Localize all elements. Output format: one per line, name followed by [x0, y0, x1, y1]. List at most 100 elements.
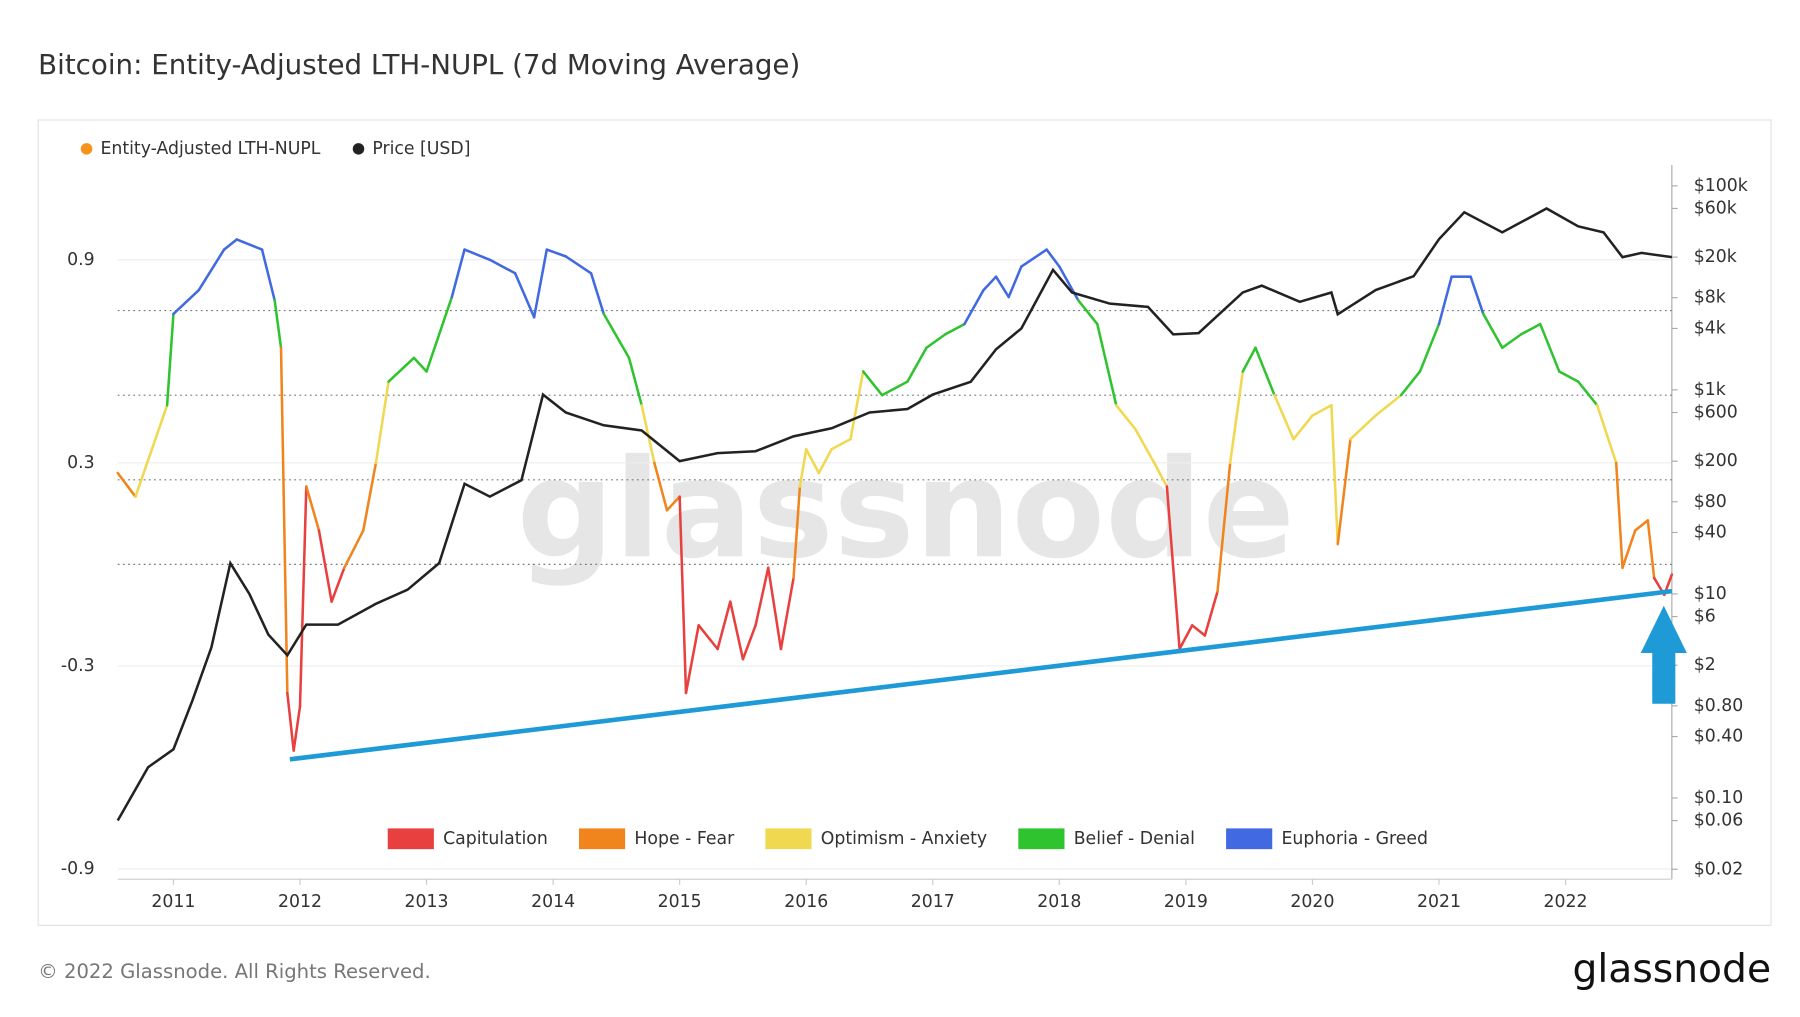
nupl-segment: [463, 248, 492, 262]
nupl-segment: [374, 380, 390, 465]
legend-dot: [352, 143, 365, 155]
chart-frame: [37, 119, 1772, 926]
price-line: [116, 207, 1673, 822]
y2-tick-label: $80: [1694, 492, 1727, 512]
nupl-segment: [450, 248, 466, 299]
copyright: © 2022 Glassnode. All Rights Reserved.: [38, 960, 431, 983]
nupl-segment: [665, 495, 681, 512]
nupl-segment: [532, 248, 549, 319]
nupl-segment: [925, 332, 947, 350]
y2-tick-label: $200: [1694, 451, 1738, 471]
x-tick-label: 2021: [1417, 892, 1461, 912]
nupl-segment: [716, 600, 732, 651]
nupl-segment: [305, 485, 321, 532]
nupl-segment: [279, 346, 289, 695]
nupl-segment: [963, 288, 985, 326]
nupl-segment: [1007, 265, 1023, 299]
nupl-segment: [1336, 437, 1352, 546]
nupl-segment: [235, 238, 264, 251]
nupl-segment: [602, 312, 631, 360]
nupl-segment: [849, 370, 865, 441]
nupl-segment: [653, 461, 669, 512]
nupl-segment: [817, 448, 833, 475]
nupl-segment: [678, 495, 688, 695]
zone-label: Belief - Denial: [1074, 829, 1195, 849]
nupl-segment: [982, 275, 998, 292]
zone-label: Optimism - Anxiety: [821, 829, 987, 849]
nupl-segment: [741, 624, 757, 661]
nupl-segment: [766, 566, 783, 651]
nupl-segment: [754, 566, 770, 627]
y-tick-label: -0.3: [61, 656, 95, 676]
x-tick-label: 2015: [658, 892, 702, 912]
x-tick-label: 2018: [1037, 892, 1081, 912]
y2-tick-label: $0.10: [1694, 788, 1744, 808]
nupl-segment: [1165, 485, 1181, 651]
x-tick-label: 2012: [278, 892, 322, 912]
nupl-segment: [1374, 393, 1403, 417]
nupl-segment: [1096, 322, 1118, 407]
nupl-segment: [1482, 312, 1504, 350]
y2-tick-label: $8k: [1694, 288, 1726, 308]
nupl-segment: [697, 624, 719, 651]
legend-label: Price [USD]: [372, 139, 470, 159]
y-tick-label: 0.3: [67, 453, 95, 473]
zone-swatch: [765, 828, 812, 850]
nupl-segment: [1292, 414, 1314, 441]
nupl-segment: [627, 356, 643, 407]
nupl-segment: [1399, 370, 1422, 397]
nupl-segment: [1330, 404, 1340, 546]
y-tick-label: -0.9: [61, 859, 95, 879]
nupl-segment: [779, 576, 795, 651]
zone-label: Hope - Fear: [634, 829, 735, 849]
nupl-segment: [172, 288, 201, 316]
nupl-segment: [1501, 332, 1523, 350]
nupl-segment: [1178, 624, 1194, 651]
nupl-segment: [1633, 519, 1650, 532]
nupl-segment: [134, 404, 169, 498]
nupl-segment: [1538, 322, 1561, 373]
y-tick-label: 0.9: [67, 250, 95, 270]
nupl-segment: [830, 437, 852, 451]
y2-tick-label: $0.40: [1694, 727, 1744, 747]
nupl-segment: [286, 691, 295, 752]
nupl-segment: [1621, 529, 1637, 570]
zone-label: Euphoria - Greed: [1281, 829, 1428, 849]
nupl-segment: [564, 255, 593, 275]
nupl-segment: [1058, 265, 1080, 302]
nupl-segment: [1152, 461, 1169, 488]
y2-tick-label: $100k: [1694, 176, 1748, 196]
nupl-segment: [792, 485, 802, 580]
nupl-segment: [729, 600, 745, 661]
x-tick-label: 2022: [1544, 892, 1588, 912]
y2-tick-label: $60k: [1694, 198, 1737, 218]
nupl-segment: [994, 275, 1010, 299]
nupl-segment: [545, 248, 568, 258]
nupl-segment: [684, 624, 700, 695]
nupl-segment: [861, 370, 884, 397]
nupl-segment: [1115, 404, 1137, 431]
nupl-segment: [298, 485, 308, 708]
y2-tick-label: $6: [1694, 607, 1716, 627]
nupl-segment: [1241, 346, 1257, 373]
nupl-segment: [343, 529, 365, 570]
nupl-segment: [292, 705, 302, 752]
nupl-segment: [197, 248, 226, 292]
x-tick-label: 2019: [1164, 892, 1208, 912]
nupl-segment: [1437, 275, 1453, 326]
y2-tick-label: $600: [1694, 402, 1738, 422]
nupl-segment: [317, 529, 333, 603]
nupl-segment: [387, 356, 416, 383]
nupl-segment: [330, 566, 346, 603]
nupl-segment: [1576, 380, 1599, 407]
nupl-segment: [222, 238, 238, 251]
nupl-segment: [1418, 322, 1441, 373]
nupl-segment: [1646, 519, 1656, 580]
nupl-segment: [944, 322, 966, 336]
nupl-segment: [880, 380, 909, 397]
nupl-segment: [165, 312, 175, 407]
nupl-segment: [1133, 427, 1156, 465]
arrow: [1640, 605, 1687, 704]
y2-tick-label: $1k: [1694, 380, 1726, 400]
